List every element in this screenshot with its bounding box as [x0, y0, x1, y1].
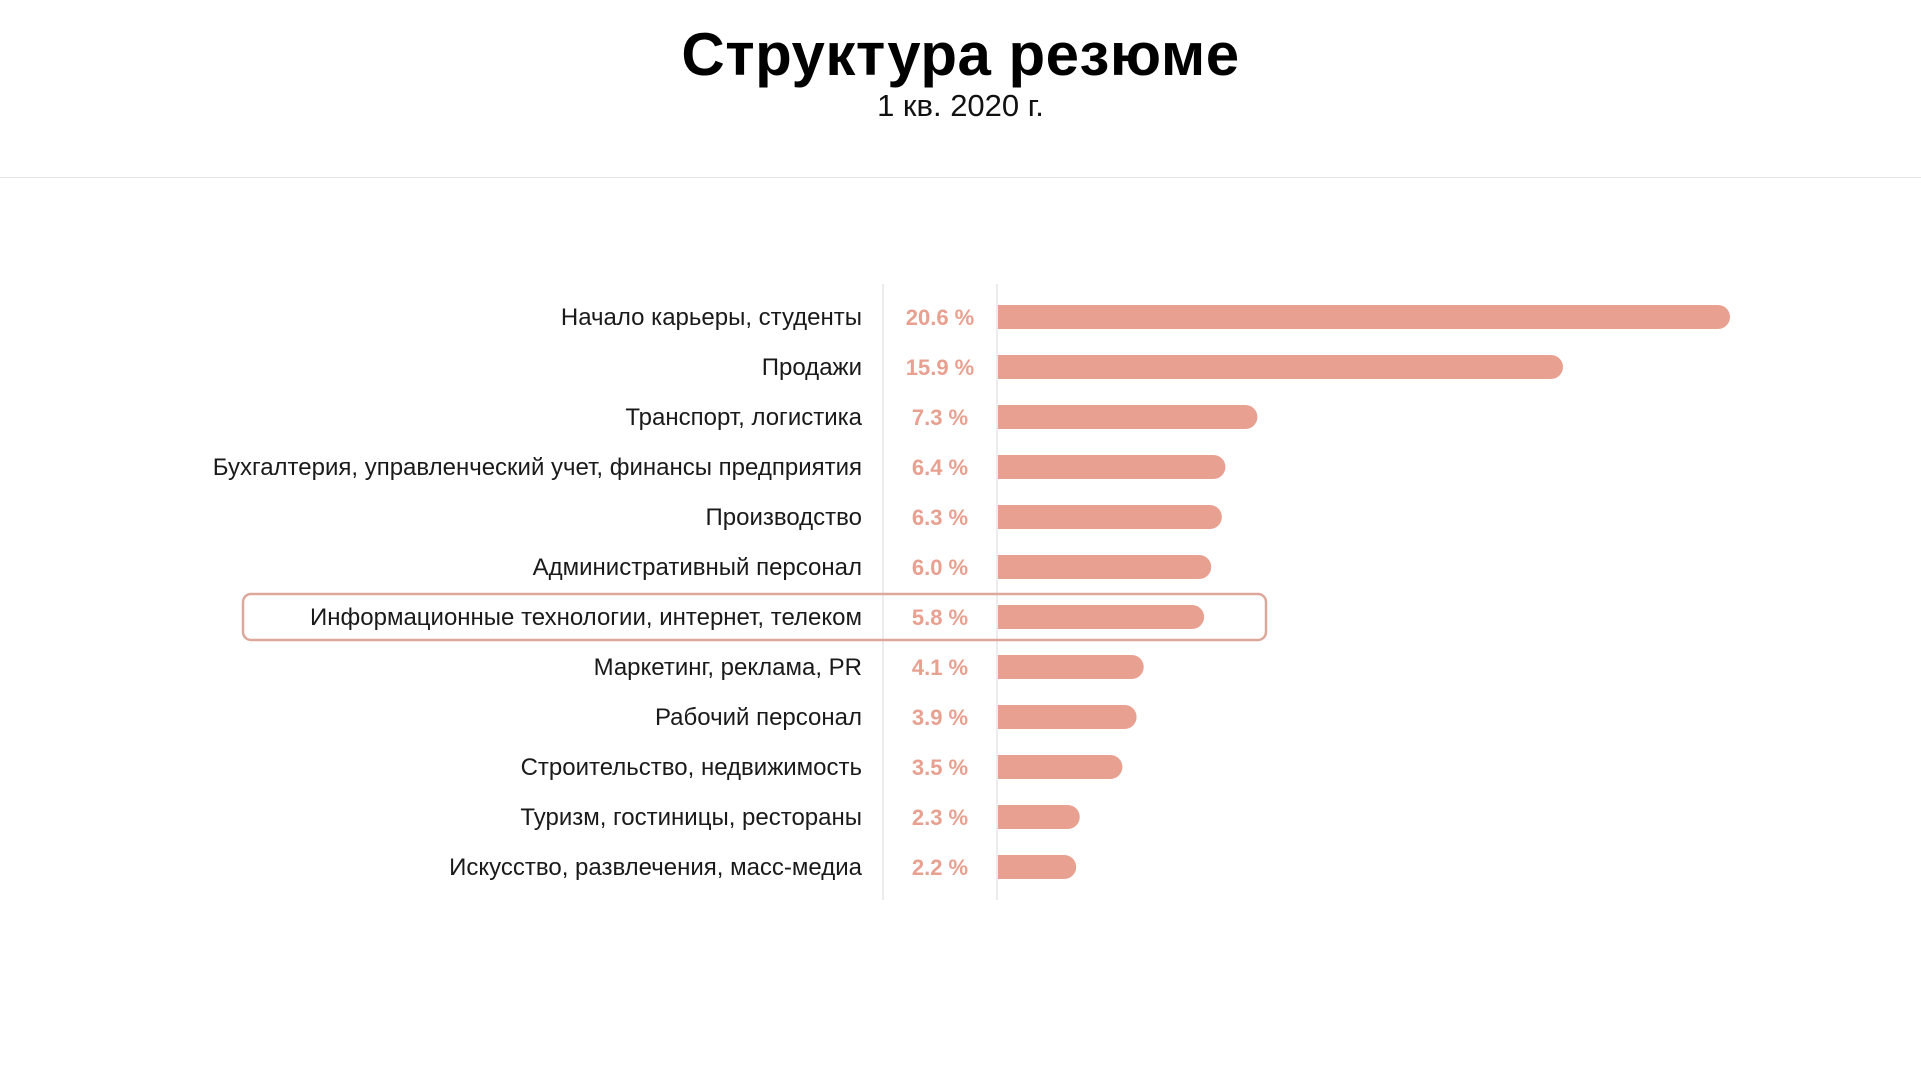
- bar-left-edge: [998, 655, 1010, 679]
- category-label: Административный персонал: [533, 554, 862, 581]
- value-label: 6.4 %: [912, 455, 968, 480]
- value-label: 5.8 %: [912, 605, 968, 630]
- header-divider: [0, 177, 1921, 178]
- value-label: 6.0 %: [912, 555, 968, 580]
- bar-left-edge: [998, 405, 1010, 429]
- bar-left-edge: [998, 355, 1010, 379]
- bar: [998, 305, 1730, 329]
- bar: [998, 655, 1144, 679]
- bar-left-edge: [998, 755, 1010, 779]
- value-label: 2.3 %: [912, 805, 968, 830]
- bar: [998, 855, 1077, 879]
- value-label: 2.2 %: [912, 855, 968, 880]
- bar-left-edge: [998, 455, 1010, 479]
- category-label: Маркетинг, реклама, PR: [594, 654, 862, 681]
- value-label: 6.3 %: [912, 505, 968, 530]
- category-label: Искусство, развлечения, масс-медиа: [449, 854, 863, 881]
- value-label: 3.9 %: [912, 705, 968, 730]
- bar: [998, 505, 1222, 529]
- bar-left-edge: [998, 505, 1010, 529]
- bar: [998, 605, 1205, 629]
- bar-left-edge: [998, 705, 1010, 729]
- chart-subtitle: 1 кв. 2020 г.: [877, 88, 1044, 123]
- bar: [998, 455, 1226, 479]
- bar-left-edge: [998, 305, 1010, 329]
- category-label: Производство: [706, 504, 862, 531]
- bar: [998, 405, 1258, 429]
- bar-left-edge: [998, 805, 1010, 829]
- value-label: 7.3 %: [912, 405, 968, 430]
- category-label: Рабочий персонал: [655, 704, 862, 731]
- bar: [998, 355, 1563, 379]
- category-label: Продажи: [762, 354, 862, 381]
- bar: [998, 805, 1080, 829]
- bar-left-edge: [998, 555, 1010, 579]
- value-label: 4.1 %: [912, 655, 968, 680]
- category-label: Бухгалтерия, управленческий учет, финанс…: [213, 454, 862, 481]
- chart-header: Структура резюме 1 кв. 2020 г.: [0, 0, 1921, 178]
- value-label: 20.6 %: [906, 305, 975, 330]
- highlight-box: [241, 592, 1268, 642]
- chart-title: Структура резюме: [681, 21, 1240, 88]
- category-label: Начало карьеры, студенты: [561, 304, 862, 331]
- category-label: Транспорт, логистика: [625, 404, 862, 431]
- bar-left-edge: [998, 855, 1010, 879]
- bar: [998, 755, 1123, 779]
- category-label: Туризм, гостиницы, рестораны: [520, 804, 862, 831]
- value-label: 15.9 %: [906, 355, 975, 380]
- value-label: 3.5 %: [912, 755, 968, 780]
- bar: [998, 555, 1212, 579]
- category-label: Информационные технологии, интернет, тел…: [310, 604, 862, 631]
- bar-left-edge: [998, 605, 1010, 629]
- bar: [998, 705, 1137, 729]
- category-label: Строительство, недвижимость: [521, 754, 862, 781]
